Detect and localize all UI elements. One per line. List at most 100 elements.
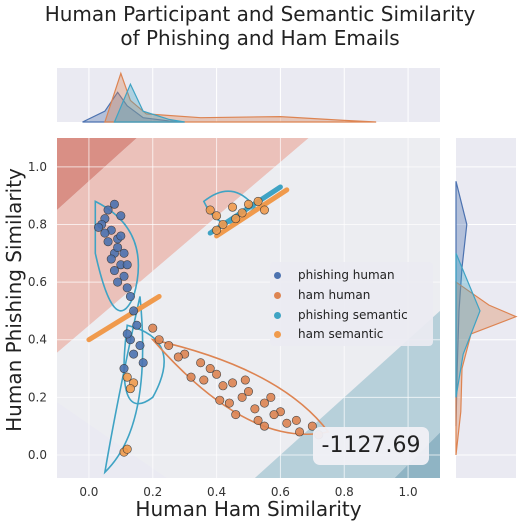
x-tick-label: 0.4 — [207, 485, 226, 499]
phishing-human-point — [125, 291, 135, 301]
phishing-human-point — [100, 228, 110, 238]
legend: phishing human ham human phishing semant… — [270, 262, 433, 346]
phishing-human-point — [106, 254, 116, 264]
y-tick-label: 0.8 — [28, 217, 47, 231]
phishing-human-point — [103, 237, 113, 247]
semantic-cluster-point — [205, 205, 215, 215]
phishing-human-point — [119, 248, 129, 258]
ham-human-point — [291, 415, 301, 425]
ham-human-point — [164, 340, 174, 350]
phishing-human-point — [116, 211, 126, 221]
legend-item-ham-semantic: ham semantic — [274, 325, 384, 343]
x-axis-label: Human Ham Similarity — [135, 497, 362, 521]
x-tick-label: 0.0 — [79, 485, 98, 499]
phishing-human-point — [129, 306, 139, 316]
legend-marker — [274, 272, 281, 279]
ham-human-point — [231, 410, 241, 420]
semantic-cluster-point — [122, 444, 132, 454]
ham-human-point — [148, 323, 158, 333]
legend-label: phishing human — [298, 268, 395, 282]
semantic-cluster-point — [228, 202, 238, 212]
legend-item-ham-human: ham human — [274, 286, 371, 304]
legend-item-phishing-human: phishing human — [274, 266, 395, 284]
semantic-cluster-point — [244, 199, 254, 209]
ham-human-point — [244, 387, 254, 397]
semantic-cluster-point — [259, 205, 269, 215]
ham-human-point — [266, 392, 276, 402]
kde-contour-phishing-wide — [103, 296, 144, 475]
ham-human-point — [237, 392, 247, 402]
ham-human-point — [186, 372, 196, 382]
legend-label: phishing semantic — [298, 308, 408, 322]
ham-human-point — [212, 369, 222, 379]
semantic-cluster-point — [212, 211, 222, 221]
phishing-human-point — [113, 277, 123, 287]
x-tick-label: 0.8 — [335, 485, 354, 499]
ham-human-point — [218, 381, 228, 391]
phishing-human-point — [109, 266, 119, 276]
ham-human-point — [154, 335, 164, 345]
ham-human-point — [240, 375, 250, 385]
right-marginal-ham — [455, 280, 518, 456]
top-marginal-phishing-semantic — [113, 82, 185, 123]
semantic-line — [214, 187, 290, 239]
y-tick-label: 0.6 — [28, 275, 47, 289]
phishing-human-point — [119, 364, 129, 374]
semantic-line — [86, 293, 162, 343]
y-tick-label: 0.2 — [28, 390, 47, 404]
phishing-human-point — [93, 222, 103, 232]
phishing-human-point — [129, 349, 139, 359]
ham-human-point — [269, 410, 279, 420]
ham-human-point — [196, 358, 206, 368]
legend-marker — [274, 331, 281, 338]
semantic-cluster-point — [125, 384, 135, 394]
legend-label: ham semantic — [298, 327, 384, 341]
y-tick-label: 0.0 — [28, 448, 47, 462]
ham-human-point — [253, 415, 263, 425]
y-tick-label: 1.0 — [28, 160, 47, 174]
ham-human-point — [295, 427, 305, 437]
score-annotation: -1127.69 — [313, 427, 429, 465]
region-strong-phishing — [57, 138, 137, 211]
chart-title: Human Participant and Semantic Similarit… — [0, 2, 520, 50]
top-marginal-background — [57, 68, 440, 122]
chart-title-line-2: of Phishing and Ham Emails — [120, 26, 400, 50]
semantic-cluster-point — [122, 372, 132, 382]
ham-human-point — [228, 378, 238, 388]
ham-human-point — [282, 418, 292, 428]
ham-human-point — [205, 364, 215, 374]
legend-label: ham human — [298, 288, 371, 302]
phishing-human-point — [113, 242, 123, 252]
ham-human-point — [215, 395, 225, 405]
chart-title-line-1: Human Participant and Semantic Similarit… — [44, 2, 476, 26]
semantic-cluster-point — [237, 208, 247, 218]
semantic-cluster-point — [218, 219, 228, 229]
legend-marker — [274, 292, 281, 299]
ham-human-point — [250, 404, 260, 414]
semantic-cluster-point — [253, 196, 263, 206]
phishing-human-point — [135, 340, 145, 350]
right-marginal-background — [456, 138, 516, 478]
legend-marker — [274, 312, 281, 319]
ham-human-point — [259, 398, 269, 408]
x-tick-label: 1.0 — [399, 485, 418, 499]
semantic-cluster-point — [231, 214, 241, 224]
ham-human-point — [224, 398, 234, 408]
y-tick-label: 0.4 — [28, 333, 47, 347]
right-marginal-phishing-semantic — [455, 253, 481, 398]
ham-human-point — [199, 375, 209, 385]
phishing-human-point — [119, 271, 129, 281]
phishing-human-point — [122, 283, 132, 293]
phishing-human-point — [132, 320, 142, 330]
phishing-human-point — [138, 358, 148, 368]
phishing-human-point — [122, 260, 132, 270]
x-tick-label: 0.2 — [143, 485, 162, 499]
semantic-cluster-point — [212, 225, 222, 235]
y-axis-label: Human Phishing Similarity — [2, 168, 26, 432]
phishing-human-point — [116, 231, 126, 241]
legend-item-phishing-semantic: phishing semantic — [274, 306, 408, 324]
phishing-human-point — [103, 205, 113, 215]
x-tick-label: 0.6 — [271, 485, 290, 499]
phishing-human-point — [122, 329, 132, 339]
